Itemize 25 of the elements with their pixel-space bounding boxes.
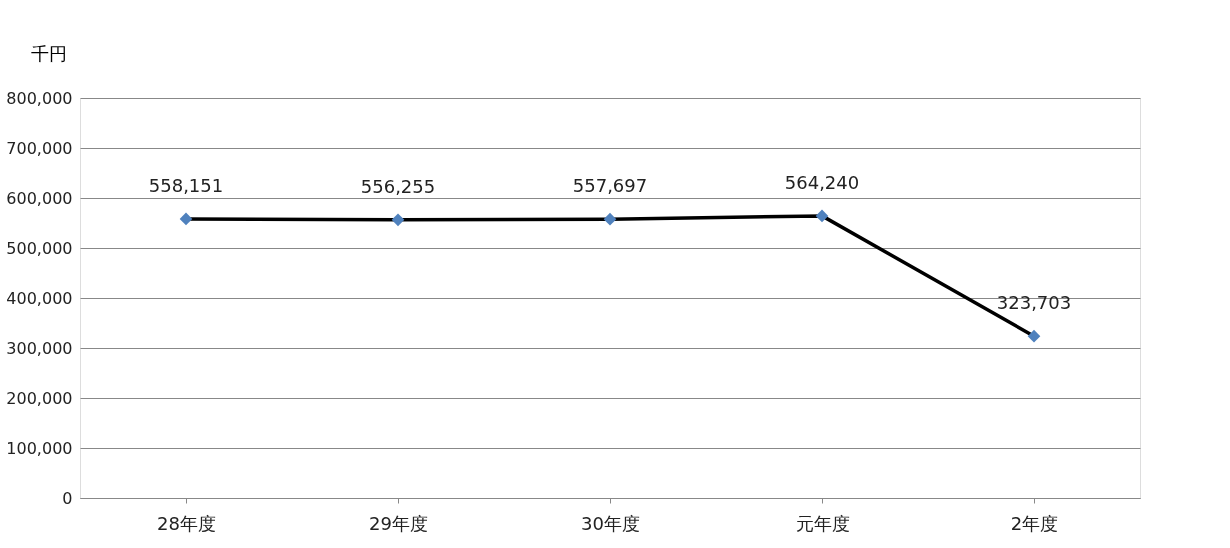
data-label: 564,240 [784,171,860,193]
y-tick-label: 600,000 [6,188,73,208]
y-tick-label: 100,000 [6,438,73,458]
y-tick-label: 400,000 [6,288,73,308]
point [179,212,193,226]
y-axis-title: 千円 [30,42,67,64]
data-label: 558,151 [148,174,224,196]
y-tick-label: 200,000 [6,388,73,408]
data-label: 557,697 [572,175,648,197]
x-tick-label: 28年度 [157,512,216,534]
point [391,213,405,227]
y-tick-label: 700,000 [6,138,73,158]
y-tick-label: 500,000 [6,238,73,258]
x-tick-label: 元年度 [795,512,850,534]
data-label: 323,703 [996,292,1072,314]
y-tick-label: 300,000 [6,338,73,358]
point [1027,329,1041,343]
x-tick-label: 30年度 [581,512,640,534]
data-label: 556,255 [360,175,436,197]
y-tick-label: 800,000 [6,88,73,108]
x-tick-label: 29年度 [369,512,428,534]
x-tick-label: 2年度 [1010,512,1059,534]
point [815,209,829,223]
point [603,212,617,226]
y-tick-label: 0 [62,488,73,508]
